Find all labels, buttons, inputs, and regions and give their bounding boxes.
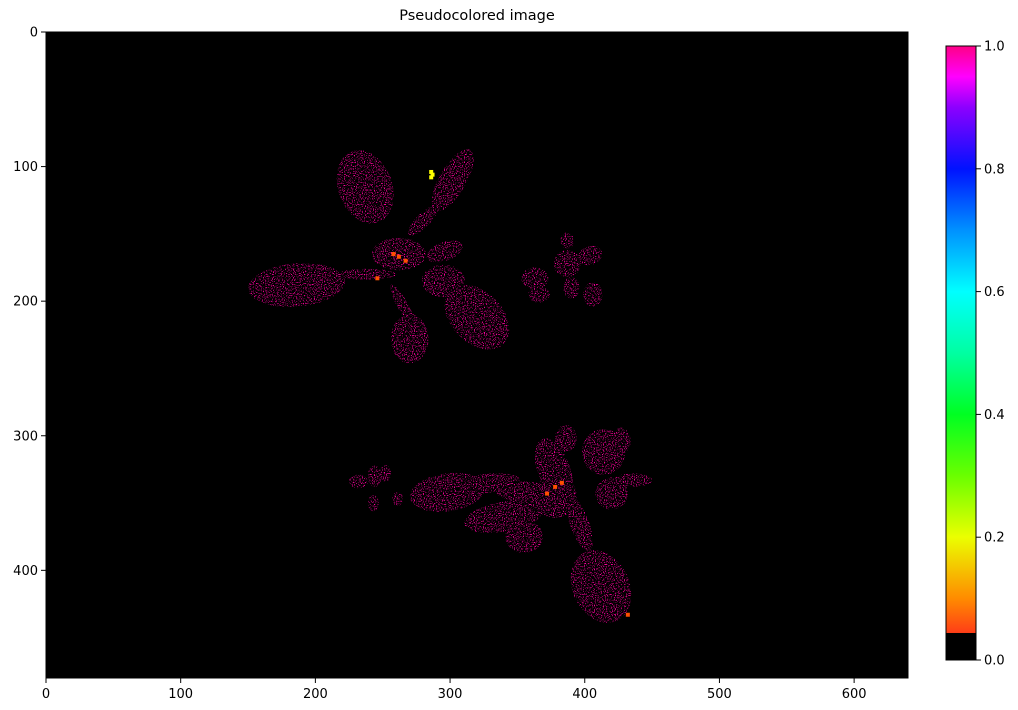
colorbar-axis: 0.0 0.2 0.4 0.6 0.8 1.0 [976, 40, 1005, 669]
plant-regions [248, 148, 653, 623]
x-tick-label-600: 600 [842, 687, 867, 702]
colorbar-frame [945, 45, 977, 661]
highlight-pixel-0-1 [429, 175, 434, 180]
plant-region-plant-lower-small [349, 465, 403, 512]
leaf-plant-upper-left-3 [248, 263, 345, 307]
chart-title: Pseudocolored image [399, 8, 555, 24]
leaf-plant-upper-right-6 [563, 276, 580, 299]
leaf-plant-upper-right-3 [560, 232, 574, 249]
x-tick-label-300: 300 [438, 687, 463, 702]
y-tick-label-300: 300 [13, 429, 38, 444]
leaf-plant-upper-right-0 [521, 267, 549, 290]
highlight-pixel-0-2 [430, 172, 435, 177]
leaf-plant-lower-small-1 [367, 465, 382, 487]
leaf-plant-upper-left-4 [336, 268, 397, 280]
x-tick-label-500: 500 [707, 687, 732, 702]
leaf-plant-lower-small-0 [349, 474, 368, 489]
leaf-plant-upper-left-9 [444, 285, 510, 350]
highlight-pixel-1-6 [375, 276, 380, 281]
colorbar-tick-label-0.2: 0.2 [984, 531, 1005, 546]
leaf-plant-upper-left-8 [390, 314, 429, 364]
colorbar-masked-band [946, 632, 976, 660]
x-tick-label-0: 0 [42, 687, 50, 702]
leaf-plant-upper-left-5 [371, 237, 426, 271]
x-tick-label-400: 400 [572, 687, 597, 702]
highlight-pixel-1-4 [559, 480, 564, 485]
leaf-plant-lower-small-4 [392, 492, 403, 506]
colorbar: 0.0 0.2 0.4 0.6 0.8 1.0 [945, 40, 1005, 669]
leaf-plant-upper-left-6 [426, 240, 463, 263]
leaf-plant-upper-left-0 [336, 150, 394, 224]
leaf-plant-upper-right-5 [583, 282, 603, 307]
leaf-plant-upper-right-2 [553, 250, 581, 277]
leaf-plant-lower-large-10 [595, 477, 628, 510]
leaf-plant-upper-left-1 [431, 148, 474, 212]
leaf-plant-upper-right-4 [578, 245, 602, 266]
colorbar-tick-label-0.8: 0.8 [984, 162, 1005, 177]
leaf-plant-lower-small-3 [367, 494, 379, 512]
x-tick-label-200: 200 [303, 687, 328, 702]
x-tick-label-100: 100 [168, 687, 193, 702]
colorbar-gradient [946, 46, 976, 660]
leaf-plant-lower-large-11 [614, 473, 653, 487]
y-axis: 0 100 200 300 400 [13, 26, 46, 579]
image-axes: 0 100 200 300 400 500 600 0 100 200 300 400 [13, 26, 909, 702]
plant-region-plant-upper-right [521, 232, 603, 307]
leaf-plant-upper-left-10 [421, 264, 465, 298]
leaf-plant-lower-large-3 [505, 520, 543, 553]
y-tick-label-200: 200 [13, 295, 38, 310]
highlight-pixel-1-3 [553, 484, 558, 489]
x-axis: 0 100 200 300 400 500 600 [42, 678, 867, 702]
highlight-pixels [375, 169, 630, 617]
leaf-plant-lower-small-2 [380, 465, 391, 482]
highlight-pixel-1-7 [625, 612, 630, 617]
leaf-plant-lower-large-7 [555, 424, 577, 452]
leaf-plant-lower-large-13 [570, 550, 632, 623]
y-tick-label-400: 400 [13, 564, 38, 579]
plant-region-plant-upper-left [248, 148, 510, 364]
y-tick-label-100: 100 [13, 160, 38, 175]
highlight-pixel-0-0 [429, 169, 434, 174]
colorbar-tick-label-0.4: 0.4 [984, 408, 1005, 423]
image-background [46, 32, 908, 678]
highlight-pixel-1-5 [545, 491, 550, 496]
highlight-pixel-1-2 [403, 258, 408, 263]
colorbar-tick-label-1.0: 1.0 [984, 40, 1005, 55]
y-tick-label-0: 0 [30, 26, 38, 41]
leaf-plant-upper-left-2 [408, 205, 439, 236]
leaf-plant-lower-large-12 [565, 495, 593, 552]
leaf-plant-upper-right-1 [528, 286, 550, 303]
leaf-plant-lower-large-6 [533, 474, 577, 518]
leaf-plant-lower-large-9 [611, 427, 631, 455]
colorbar-tick-label-0.6: 0.6 [984, 285, 1005, 300]
highlight-pixel-1-0 [396, 254, 401, 259]
axes-frame [45, 31, 909, 679]
colorbar-tick-label-0.0: 0.0 [984, 654, 1005, 669]
plant-region-plant-lower-large [409, 424, 653, 623]
highlight-pixel-1-1 [391, 252, 396, 257]
